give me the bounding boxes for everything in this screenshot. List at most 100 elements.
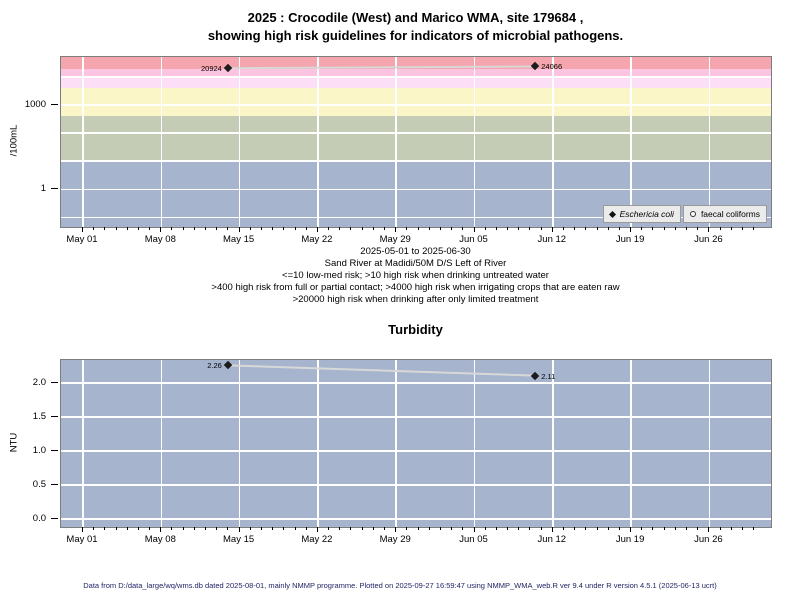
y-axis-tick	[51, 382, 58, 384]
x-axis-tick	[339, 527, 341, 530]
x-axis-tick	[227, 227, 229, 230]
x-axis-tick	[585, 227, 587, 230]
x-axis-tick	[518, 227, 520, 230]
x-axis-tick	[350, 227, 352, 230]
x-axis-tick	[518, 527, 520, 530]
x-axis-tick	[473, 227, 475, 232]
x-axis-tick-label: May 08	[144, 534, 176, 545]
v-gridline	[552, 57, 554, 227]
x-axis-tick	[708, 527, 710, 532]
x-axis-tick	[137, 227, 139, 230]
x-axis-tick	[406, 227, 408, 230]
x-axis-tick	[663, 527, 665, 530]
footer-text: Data from D:/data_large/wq/wms.db dated …	[83, 581, 717, 590]
main-title-line2: showing high risk guidelines for indicat…	[207, 28, 624, 43]
x-axis-tick	[339, 227, 341, 230]
h-gridline	[61, 104, 771, 106]
v-gridline	[317, 360, 319, 527]
x-axis-tick-label: May 08	[144, 234, 176, 245]
x-axis-tick-label: Jun 12	[537, 534, 567, 545]
x-axis-tick	[484, 227, 486, 230]
x-axis-tick	[372, 527, 374, 530]
y-axis-tick-label: 0.0	[32, 512, 46, 524]
x-axis-tick	[618, 527, 620, 530]
x-axis-tick	[551, 527, 553, 532]
h-gridline	[61, 216, 771, 219]
x-axis-tick	[663, 227, 665, 230]
v-gridline	[160, 57, 163, 227]
x-axis-tick	[104, 527, 106, 530]
v-gridline	[395, 360, 397, 527]
y-axis-tick-label: 1	[40, 183, 46, 195]
v-gridline	[630, 57, 632, 227]
x-axis-tick	[160, 527, 162, 532]
y-axis-tick	[51, 104, 58, 106]
risk-band	[61, 116, 771, 162]
v-gridline	[395, 57, 397, 227]
v-gridline	[630, 360, 632, 527]
main-title-line1: 2025 : Crocodile (West) and Marico WMA, …	[247, 10, 584, 25]
x-axis-tick	[495, 227, 497, 230]
risk-band	[61, 360, 771, 527]
x-axis-tick-label: Jun 05	[459, 234, 488, 245]
x-axis-tick	[473, 527, 475, 532]
x-axis-tick	[607, 527, 609, 530]
x-axis-tick	[115, 227, 117, 230]
v-gridline	[160, 360, 163, 527]
filled-diamond-icon	[608, 210, 616, 218]
v-gridline	[708, 57, 711, 227]
x-axis-tick	[439, 227, 441, 230]
x-axis-tick	[93, 227, 95, 230]
x-axis-tick	[618, 227, 620, 230]
x-axis-tick	[350, 527, 352, 530]
x-axis-tick	[585, 527, 587, 530]
x-axis-tick	[82, 527, 83, 532]
x-axis-tick	[540, 227, 542, 230]
x-axis-tick	[730, 227, 732, 230]
x-axis-tick	[741, 527, 743, 530]
x-axis-tick	[193, 527, 195, 530]
x-axis-tick	[238, 227, 240, 232]
x-axis-tick	[238, 527, 240, 532]
x-axis-tick	[540, 527, 542, 530]
y-axis-tick	[51, 188, 58, 190]
h-gridline	[61, 484, 771, 486]
x-axis-tick	[316, 227, 318, 232]
x-axis-tick	[216, 227, 218, 230]
open-circle-icon	[689, 211, 696, 217]
x-axis-tick	[361, 527, 363, 530]
x-axis-tick	[730, 527, 732, 530]
x-axis-tick	[641, 227, 643, 230]
x-axis-tick	[328, 227, 330, 230]
v-gridline	[238, 57, 241, 227]
x-axis-tick	[384, 227, 385, 230]
x-axis-tick	[406, 527, 408, 530]
x-axis-tick	[652, 227, 654, 230]
x-axis-tick-label: May 29	[379, 234, 411, 245]
x-axis-tick	[507, 527, 509, 530]
v-gridline	[708, 360, 711, 527]
x-axis-tick	[652, 527, 654, 530]
x-axis-tick	[697, 227, 699, 230]
x-axis-tick	[686, 227, 688, 230]
x-axis-tick-label: May 29	[379, 534, 411, 545]
x-axis-tick	[260, 227, 262, 230]
v-gridline	[552, 360, 554, 527]
x-axis-tick	[428, 227, 430, 230]
chart-legend: Eschericia coli faecal coliforms	[602, 205, 767, 223]
y-axis-tick-label: 1000	[24, 99, 46, 111]
x-axis-tick	[137, 527, 139, 530]
x-axis-tick	[272, 527, 274, 530]
x-axis-tick	[674, 227, 676, 230]
turbidity-title: Turbidity	[388, 322, 443, 337]
v-gridline	[473, 57, 476, 227]
x-axis-tick	[216, 527, 218, 530]
legend-item-ecoli: Eschericia coli	[602, 205, 681, 223]
x-axis-tick	[316, 527, 318, 532]
series-line	[227, 65, 536, 70]
x-axis-tick	[260, 527, 262, 530]
x-axis-tick	[607, 227, 609, 230]
x-axis-tick	[149, 527, 151, 530]
x-axis-tick	[294, 227, 296, 230]
x-axis-tick	[283, 527, 285, 530]
